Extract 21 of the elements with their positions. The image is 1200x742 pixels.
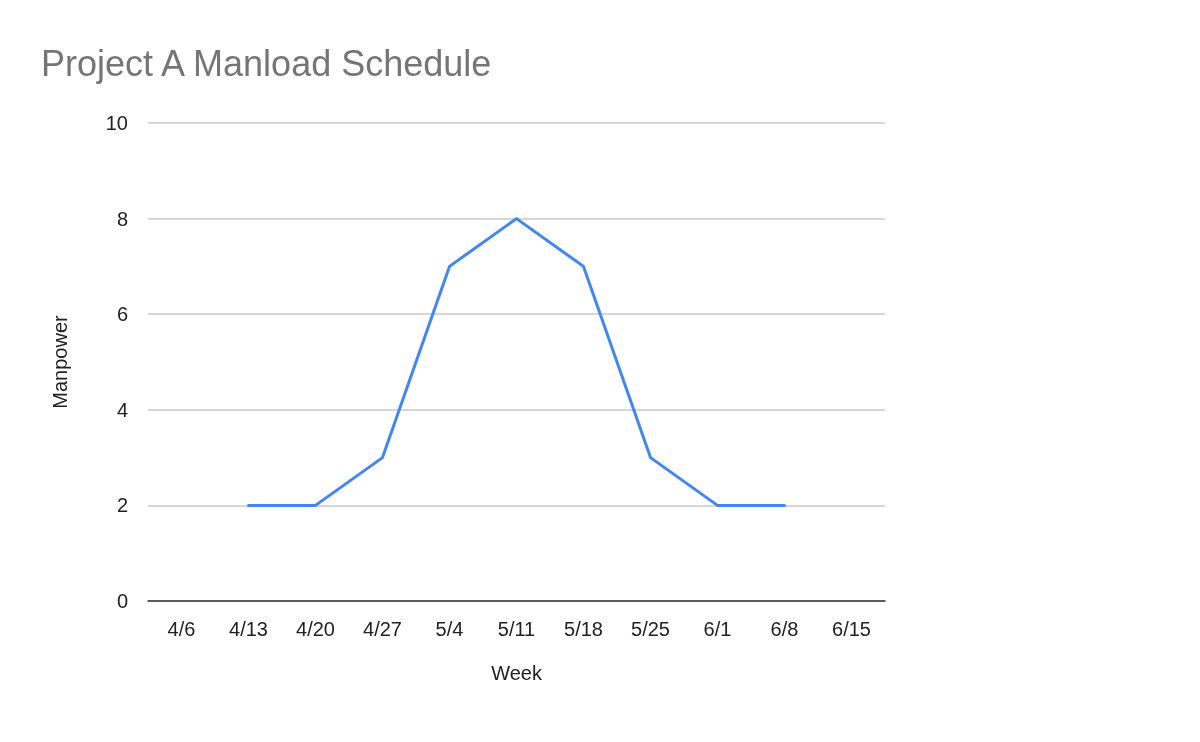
y-tick-label: 2	[116, 494, 128, 517]
x-tick-label: 5/4	[435, 618, 464, 640]
y-tick-label: 8	[116, 207, 128, 230]
chart-title: Project A Manload Schedule	[41, 42, 492, 84]
y-tick-label: 0	[116, 590, 128, 612]
x-tick-label: 6/8	[770, 618, 799, 640]
y-axis-title: Manpower	[49, 314, 71, 409]
x-tick-label: 4/20	[296, 618, 335, 640]
line-series	[247, 217, 786, 507]
x-tick-label: 4/6	[167, 618, 196, 640]
y-tick-label: 10	[105, 112, 128, 134]
x-axis-title: Week	[491, 662, 543, 684]
x-tick-label: 5/18	[564, 618, 603, 640]
x-tick-label: 5/25	[631, 618, 670, 640]
y-tick-label: 6	[116, 303, 128, 326]
x-tick-label: 5/11	[497, 618, 536, 640]
x-tick-label: 6/15	[832, 618, 871, 640]
x-tick-label: 4/13	[229, 618, 268, 640]
x-tick-label: 4/27	[363, 618, 402, 640]
y-tick-label: 4	[116, 398, 128, 421]
x-tick-label: 6/1	[703, 618, 732, 640]
